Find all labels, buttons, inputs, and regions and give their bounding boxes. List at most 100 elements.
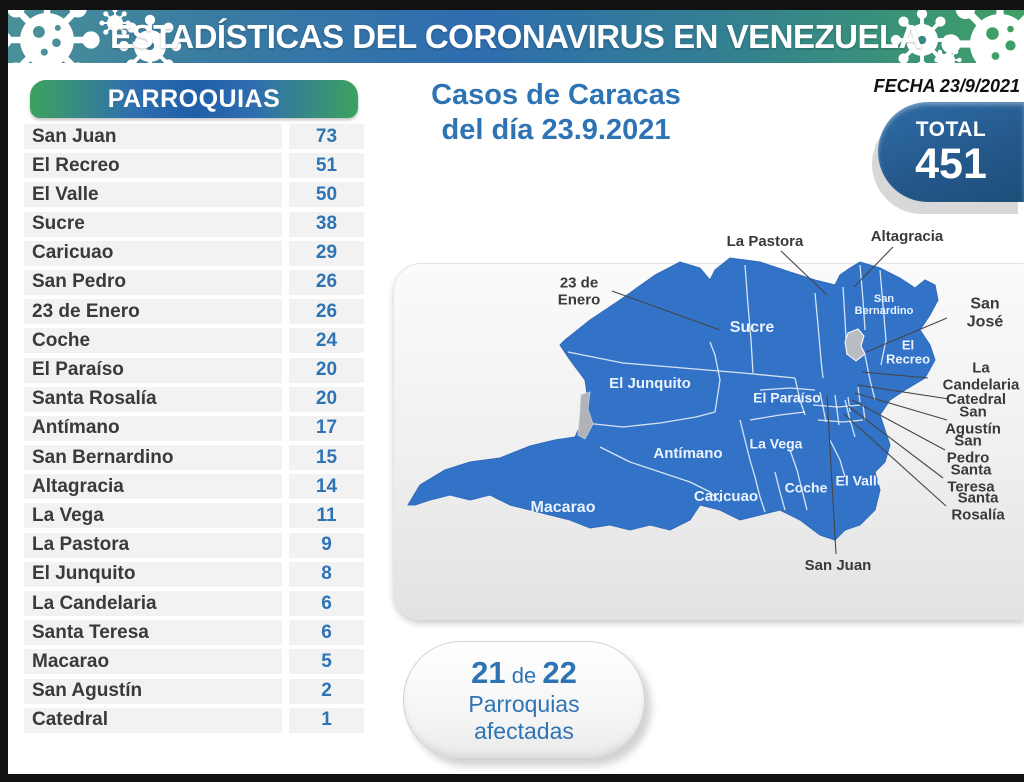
date-label: FECHA 23/9/2021 xyxy=(873,76,1020,96)
table-row: Catedral 1 xyxy=(24,707,364,733)
caracas-map xyxy=(407,246,950,555)
map-label: Antímano xyxy=(653,444,723,462)
affected-count-line: 21 de 22 xyxy=(471,655,577,691)
parish-name: El Valle xyxy=(24,182,282,208)
parish-cases: 6 xyxy=(289,620,364,646)
map-label: El Valle xyxy=(835,472,885,489)
cell-gap xyxy=(282,707,289,733)
parish-name: La Vega xyxy=(24,503,282,529)
map-label: 23 de Enero xyxy=(557,274,601,308)
map-title-line2: del día 23.9.2021 xyxy=(441,114,671,146)
parish-name: Antímano xyxy=(24,415,282,441)
cell-gap xyxy=(282,357,289,383)
cell-gap xyxy=(282,182,289,208)
parish-cases: 15 xyxy=(289,445,364,471)
cell-gap xyxy=(282,386,289,412)
cell-gap xyxy=(282,474,289,500)
parish-cases: 50 xyxy=(289,182,364,208)
table-row: Santa Teresa 6 xyxy=(24,620,364,646)
table-row: La Pastora 9 xyxy=(24,532,364,558)
map-title: Casos de Caracas del día 23.9.2021 xyxy=(408,78,704,148)
parish-cases: 20 xyxy=(289,357,364,383)
cell-gap xyxy=(282,561,289,587)
parish-cases: 17 xyxy=(289,415,364,441)
table-row: San Juan 73 xyxy=(24,124,364,149)
gray-west-sliver xyxy=(577,391,594,440)
parish-cases: 11 xyxy=(289,503,364,529)
cell-gap xyxy=(282,649,289,675)
parish-name: San Pedro xyxy=(24,269,282,295)
map-label: Santa Rosalía xyxy=(951,489,1005,523)
cell-gap xyxy=(282,620,289,646)
map-label: San Juan xyxy=(804,556,872,574)
parish-name: La Pastora xyxy=(24,532,282,558)
parroquias-rows: San Juan 73 El Recreo 51 El Valle 50 Sucre 38 Ca… xyxy=(24,124,364,737)
parish-name: San Bernardino xyxy=(24,445,282,471)
parish-cases: 29 xyxy=(289,240,364,266)
map-title-line1: Casos de Caracas xyxy=(431,79,681,111)
top-black-bar xyxy=(0,0,1024,10)
cell-gap xyxy=(282,678,289,704)
map-label: El Recreo xyxy=(885,337,931,367)
cell-gap xyxy=(282,211,289,237)
cell-gap xyxy=(282,415,289,441)
parish-cases: 6 xyxy=(289,591,364,616)
map-label: Caricuao xyxy=(693,487,759,505)
total-badge: TOTAL 451 xyxy=(878,102,1024,202)
table-row: Altagracia 14 xyxy=(24,474,364,500)
table-row: Antímano 17 xyxy=(24,415,364,441)
map-label: El Paraíso xyxy=(753,389,821,406)
header-band: ESTADÍSTICAS DEL CORONAVIRUS EN VENEZUEL… xyxy=(8,10,1024,63)
affected-total: 22 xyxy=(542,655,577,690)
parish-cases: 8 xyxy=(289,561,364,587)
parish-cases: 26 xyxy=(289,299,364,325)
map-label: La Vega xyxy=(749,435,803,452)
parish-name: Santa Rosalía xyxy=(24,386,282,412)
affected-of: de xyxy=(511,663,537,688)
table-row: San Agustín 2 xyxy=(24,678,364,704)
virus-icon xyxy=(8,10,96,63)
map-label: San Bernardino xyxy=(854,292,914,317)
table-row: El Paraíso 20 xyxy=(24,357,364,383)
map-zone: Sucre El Junquito El Paraíso Antímano La Veg… xyxy=(393,215,1024,620)
parish-cases: 38 xyxy=(289,211,364,237)
parish-borders xyxy=(567,264,887,513)
map-label: Coche xyxy=(784,479,828,496)
cell-gap xyxy=(282,240,289,266)
parish-cases: 9 xyxy=(289,532,364,558)
virus-icon xyxy=(945,10,1024,63)
virus-icon xyxy=(890,10,954,63)
parish-name: San Juan xyxy=(24,124,282,149)
parish-name: Santa Teresa xyxy=(24,620,282,646)
cell-gap xyxy=(282,299,289,325)
table-row: 23 de Enero 26 xyxy=(24,299,364,325)
map-label: Catedral xyxy=(945,390,1007,408)
parish-name: El Paraíso xyxy=(24,357,282,383)
table-row: El Valle 50 xyxy=(24,182,364,208)
page-title: ESTADÍSTICAS DEL CORONAVIRUS EN VENEZUEL… xyxy=(110,17,922,55)
parroquias-header: PARROQUIAS xyxy=(30,80,358,118)
table-row: San Pedro 26 xyxy=(24,269,364,295)
table-row: San Bernardino 15 xyxy=(24,445,364,471)
affected-line2: Parroquias xyxy=(468,691,580,717)
cell-gap xyxy=(282,328,289,354)
parish-name: San Agustín xyxy=(24,678,282,704)
map-label: Santa Teresa xyxy=(947,461,995,495)
parish-cases: 5 xyxy=(289,649,364,675)
table-row: Caricuao 29 xyxy=(24,240,364,266)
table-row: Coche 24 xyxy=(24,328,364,354)
map-label: Macarao xyxy=(530,499,596,517)
table-row: La Vega 11 xyxy=(24,503,364,529)
parish-name: El Junquito xyxy=(24,561,282,587)
cell-gap xyxy=(282,269,289,295)
parish-name: Altagracia xyxy=(24,474,282,500)
map-label: Sucre xyxy=(729,319,775,337)
map-label: San Pedro xyxy=(946,432,990,466)
map-label: La Candelaria xyxy=(942,359,1020,393)
total-value: 451 xyxy=(915,140,987,188)
virus-icon xyxy=(118,14,182,63)
parish-name: El Recreo xyxy=(24,153,282,179)
map-label: Altagracia xyxy=(870,227,944,245)
cell-gap xyxy=(282,153,289,179)
